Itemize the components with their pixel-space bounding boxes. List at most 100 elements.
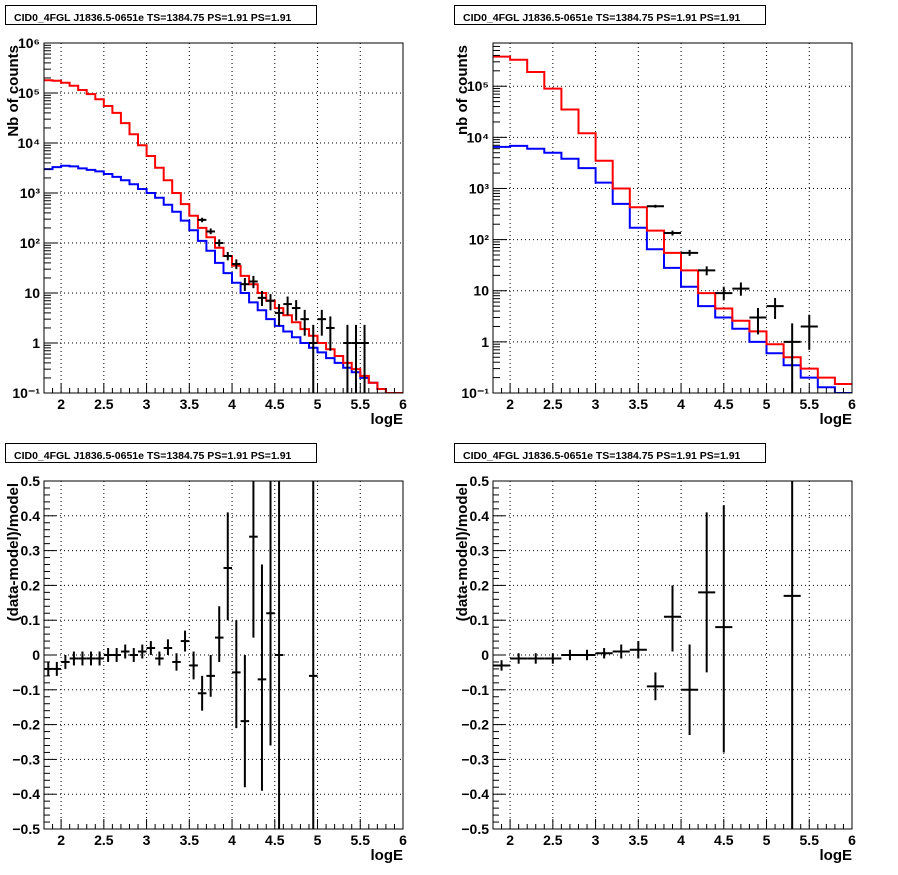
data-point: [206, 655, 215, 697]
data-point: [578, 649, 596, 661]
x-tick-label: 2: [506, 396, 514, 412]
data-layer: [493, 55, 852, 393]
data-point: [646, 204, 664, 208]
data-point: [766, 298, 784, 320]
data-point: [103, 648, 113, 662]
x-tick-label: 3: [592, 396, 600, 412]
data-point: [510, 653, 528, 664]
y-tick-label: 1: [481, 334, 489, 350]
x-tick-label: 2.5: [94, 832, 114, 848]
data-point: [266, 294, 275, 311]
data-point: [189, 651, 198, 680]
data-point: [232, 620, 241, 729]
x-tick-label: 5.5: [351, 396, 371, 412]
x-axis-label: logE: [371, 847, 404, 864]
data-point: [595, 648, 613, 659]
x-tick-label: 4.5: [265, 832, 285, 848]
y-tick-label: 0.5: [21, 473, 41, 489]
data-point: [197, 675, 207, 711]
data-point: [232, 259, 241, 270]
data-point: [326, 316, 335, 351]
y-tick-label: 0: [32, 647, 40, 663]
x-tick-label: 5.5: [800, 832, 820, 848]
y-tick-label: 10⁴: [467, 129, 490, 145]
y-tick-label: 10: [473, 283, 489, 299]
data-point: [146, 641, 156, 655]
x-tick-label: 5: [763, 396, 771, 412]
x-tick-label: 3: [143, 396, 151, 412]
data-point: [283, 296, 292, 316]
y-tick-label: −0.5: [12, 821, 40, 837]
y-axis-label: (data-model)/model: [454, 483, 471, 621]
data-point: [129, 648, 139, 662]
data-point: [360, 324, 369, 393]
data-layer: [493, 481, 801, 829]
y-tick-label: 10⁵: [18, 85, 40, 101]
y-axis-label: Nb of counts: [5, 45, 22, 137]
data-point: [681, 249, 699, 256]
y-tick-label: −0.5: [461, 821, 489, 837]
x-tick-label: 2: [506, 832, 514, 848]
data-point: [646, 672, 664, 701]
y-tick-label: 10⁻¹: [12, 385, 40, 401]
y-tick-label: 10: [24, 285, 40, 301]
data-point: [257, 290, 267, 306]
chart-title-top-right: CID0_4FGL J1836.5-0651e TS=1384.75 PS=1.…: [454, 5, 766, 25]
data-point: [732, 282, 750, 296]
x-axis-label: logE: [820, 847, 853, 864]
x-tick-label: 3.5: [629, 396, 649, 412]
data-point: [343, 324, 352, 393]
data-point: [78, 651, 87, 666]
data-point: [249, 275, 258, 289]
y-tick-label: 0.3: [470, 543, 490, 559]
y-tick-label: 0.4: [470, 508, 490, 524]
data-point: [163, 639, 173, 655]
x-axis-label: logE: [820, 411, 853, 428]
y-tick-label: 0.1: [21, 612, 41, 628]
data-point: [715, 286, 733, 301]
data-point: [291, 300, 301, 321]
y-tick-label: 10⁴: [18, 135, 41, 151]
data-point: [300, 309, 309, 336]
y-tick-label: 0.3: [21, 543, 41, 559]
x-tick-label: 5.5: [800, 396, 820, 412]
data-point: [800, 314, 818, 350]
y-tick-label: −0.2: [12, 717, 40, 733]
y-tick-label: 10⁵: [467, 78, 489, 94]
data-point: [308, 324, 318, 393]
y-tick-label: 0: [481, 647, 489, 663]
x-axis-label: logE: [371, 411, 404, 428]
y-tick-label: 1: [32, 335, 40, 351]
y-tick-label: 10³: [469, 180, 490, 196]
y-tick-label: −0.3: [461, 751, 489, 767]
data-point: [715, 505, 733, 753]
data-point: [155, 651, 164, 666]
data-point: [249, 481, 258, 638]
data-point: [95, 651, 104, 666]
y-tick-label: 0.5: [470, 473, 490, 489]
data-point: [214, 239, 224, 247]
data-point: [69, 651, 79, 666]
y-axis-label: nb of counts: [454, 45, 471, 135]
data-point: [308, 481, 318, 829]
data-point: [317, 309, 327, 336]
y-tick-label: 0.1: [470, 612, 490, 628]
x-tick-label: 4: [677, 832, 685, 848]
y-tick-label: −0.1: [12, 682, 40, 698]
y-tick-label: −0.1: [461, 682, 489, 698]
data-point: [612, 644, 630, 659]
x-tick-label: 2.5: [543, 396, 563, 412]
data-point: [351, 324, 361, 393]
data-point: [493, 660, 511, 671]
plot-frame: [492, 480, 853, 830]
x-tick-label: 4.5: [265, 396, 285, 412]
hist-series-blue: [493, 144, 852, 393]
data-layer: [44, 79, 403, 393]
data-point: [266, 481, 275, 746]
y-tick-label: 10⁶: [18, 35, 40, 51]
data-point: [138, 644, 147, 659]
x-tick-label: 3: [143, 832, 151, 848]
x-tick-label: 3.5: [629, 832, 649, 848]
hist-series-red: [493, 55, 852, 385]
y-tick-label: 10²: [469, 232, 490, 248]
